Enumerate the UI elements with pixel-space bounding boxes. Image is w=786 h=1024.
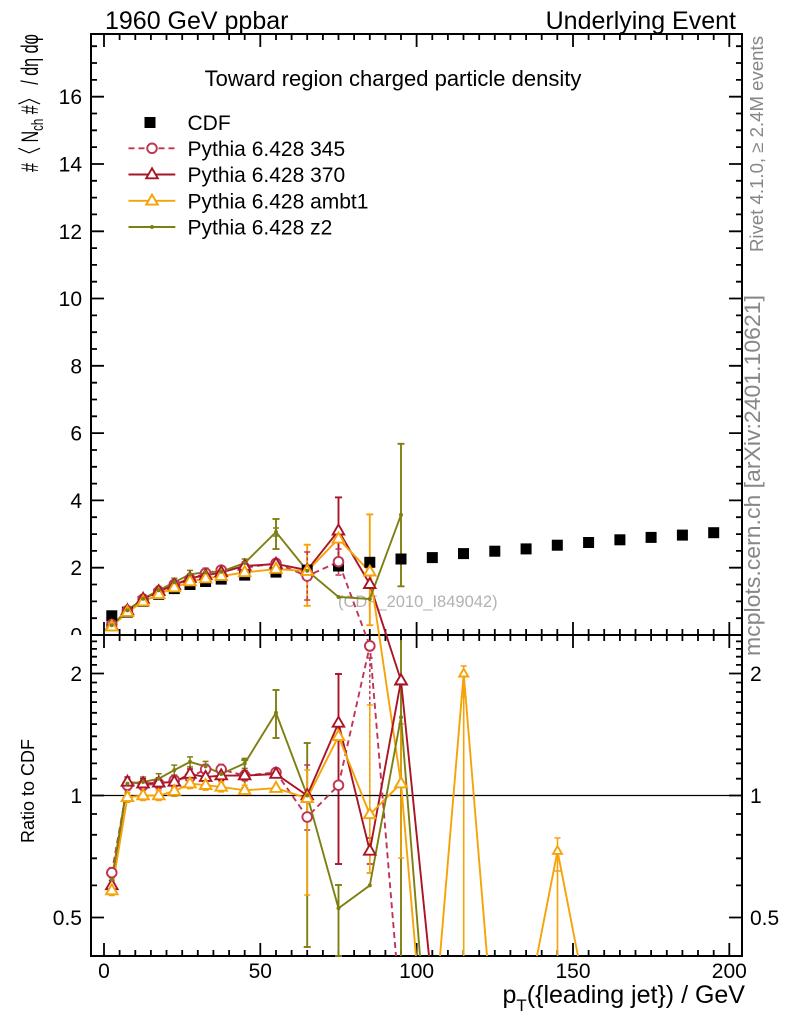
svg-text:0: 0 (98, 960, 110, 983)
svg-text:1: 1 (750, 785, 762, 808)
svg-text:0: 0 (70, 625, 82, 648)
svg-text:Underlying Event: Underlying Event (546, 7, 736, 35)
svg-text:Pythia 6.428 z2: Pythia 6.428 z2 (188, 217, 333, 240)
svg-text:8: 8 (70, 355, 82, 378)
svg-text:200: 200 (712, 960, 747, 983)
svg-text:1960 GeV ppbar: 1960 GeV ppbar (105, 7, 288, 35)
svg-text:Toward region charged particle: Toward region charged particle density (205, 66, 582, 91)
svg-text:4: 4 (70, 490, 82, 513)
svg-text:(CDF_2010_I849042): (CDF_2010_I849042) (338, 593, 498, 611)
svg-text:Ratio to CDF: Ratio to CDF (18, 739, 38, 843)
svg-text:2: 2 (750, 663, 762, 686)
svg-text:mcplots.cern.ch [arXiv:2401.10: mcplots.cern.ch [arXiv:2401.10621] (740, 295, 765, 656)
svg-text:1: 1 (70, 785, 82, 808)
svg-text:0.5: 0.5 (750, 907, 779, 930)
svg-text:16: 16 (59, 86, 82, 109)
svg-text:CDF: CDF (188, 112, 231, 135)
svg-text:Rivet 4.1.0, ≥ 2.4M events: Rivet 4.1.0, ≥ 2.4M events (747, 36, 767, 252)
svg-text:150: 150 (555, 960, 590, 983)
svg-text:6: 6 (70, 423, 82, 446)
svg-text:12: 12 (59, 221, 82, 244)
svg-text:Pythia 6.428 ambt1: Pythia 6.428 ambt1 (188, 190, 369, 213)
svg-text:2: 2 (70, 557, 82, 580)
svg-text:Pythia 6.428 345: Pythia 6.428 345 (188, 138, 346, 161)
svg-text:100: 100 (399, 960, 434, 983)
svg-text:0.5: 0.5 (53, 907, 82, 930)
svg-text:14: 14 (59, 154, 83, 177)
svg-text:2: 2 (70, 663, 82, 686)
svg-text:Pythia 6.428 370: Pythia 6.428 370 (188, 164, 346, 187)
svg-text:10: 10 (59, 288, 82, 311)
svg-text:50: 50 (249, 960, 272, 983)
svg-text:#〈 Nch #〉 / dη dφ: #〈 Nch #〉 / dη dφ (17, 34, 47, 172)
